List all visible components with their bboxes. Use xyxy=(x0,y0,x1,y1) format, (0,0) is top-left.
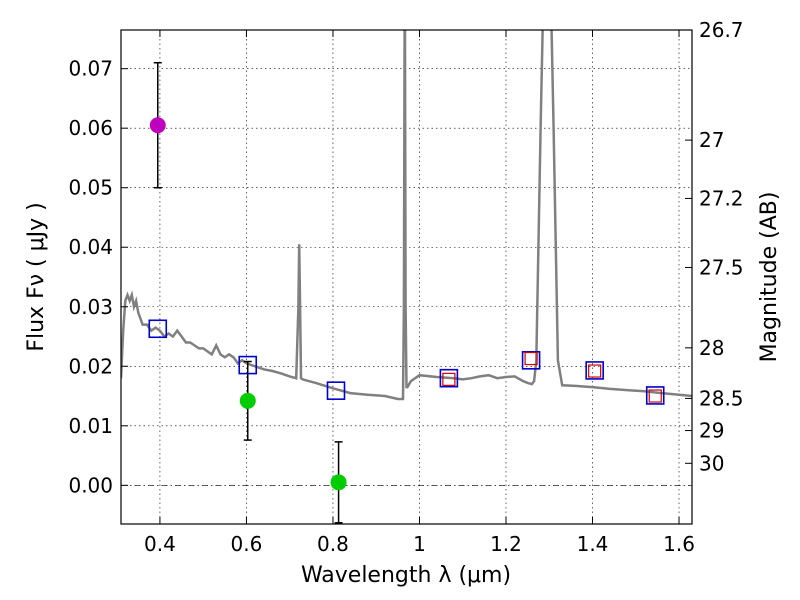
x-tick-label: 1.2 xyxy=(490,532,522,556)
y2-tick-label: 29 xyxy=(699,419,724,443)
model-photometry-square xyxy=(439,368,459,388)
model-photometry-square xyxy=(645,386,665,405)
model-sed-line xyxy=(121,30,692,401)
y-tick-label: 0.07 xyxy=(68,57,113,81)
y2-tick-label: 27 xyxy=(699,128,724,152)
y-axis-label: Flux Fν ( μJy ) xyxy=(24,202,49,351)
observed-red-square xyxy=(648,389,662,403)
x-tick-label: 0.6 xyxy=(231,532,263,556)
model-photometry-square xyxy=(521,351,541,370)
data-points xyxy=(148,117,665,491)
model-sed-group xyxy=(121,30,692,401)
y-tick-label: 0.01 xyxy=(68,414,113,438)
plot-frame xyxy=(120,29,693,525)
y2-tick-label: 28.5 xyxy=(699,386,744,410)
y2-tick-label: 30 xyxy=(699,451,724,475)
y-tick-label: 0.06 xyxy=(68,116,113,140)
y-tick-label: 0.02 xyxy=(68,354,113,378)
observed-point xyxy=(239,392,256,409)
y2-tick-label: 27.2 xyxy=(699,186,744,210)
error-bars xyxy=(153,61,343,524)
tick-labels: 0.4 0.6 0.8 1 1.2 1.4 1.6 0.00 0.01 0.02 0.03 0.04 0… xyxy=(68,18,743,556)
x-tick-label: 0.8 xyxy=(317,532,349,556)
y-tick-label: 0.00 xyxy=(68,473,113,497)
observed-red-square xyxy=(442,372,456,386)
ticks xyxy=(121,29,692,524)
x-tick-label: 1 xyxy=(413,532,426,556)
y-tick-label: 0.05 xyxy=(68,176,113,200)
model-photometry-square xyxy=(238,355,258,375)
y-tick-label: 0.03 xyxy=(68,295,113,319)
y2-tick-label: 28 xyxy=(699,336,724,360)
observed-red-square xyxy=(524,351,538,366)
x-tick-label: 1.6 xyxy=(663,532,695,556)
model-photometry-square xyxy=(148,319,168,339)
y2-tick-label: 26.7 xyxy=(699,18,744,42)
x-tick-label: 1.4 xyxy=(577,532,609,556)
y2-axis-label: Magnitude (AB) xyxy=(757,192,782,363)
x-tick-label: 0.4 xyxy=(144,532,176,556)
observed-red-square xyxy=(588,364,602,378)
y-tick-label: 0.04 xyxy=(68,235,113,259)
observed-point xyxy=(330,474,347,491)
observed-point xyxy=(149,117,166,134)
y2-tick-label: 27.5 xyxy=(699,255,744,279)
model-photometry-square xyxy=(585,361,604,380)
model-photometry-square xyxy=(326,381,346,400)
x-axis-label: Wavelength λ (μm) xyxy=(301,563,511,588)
